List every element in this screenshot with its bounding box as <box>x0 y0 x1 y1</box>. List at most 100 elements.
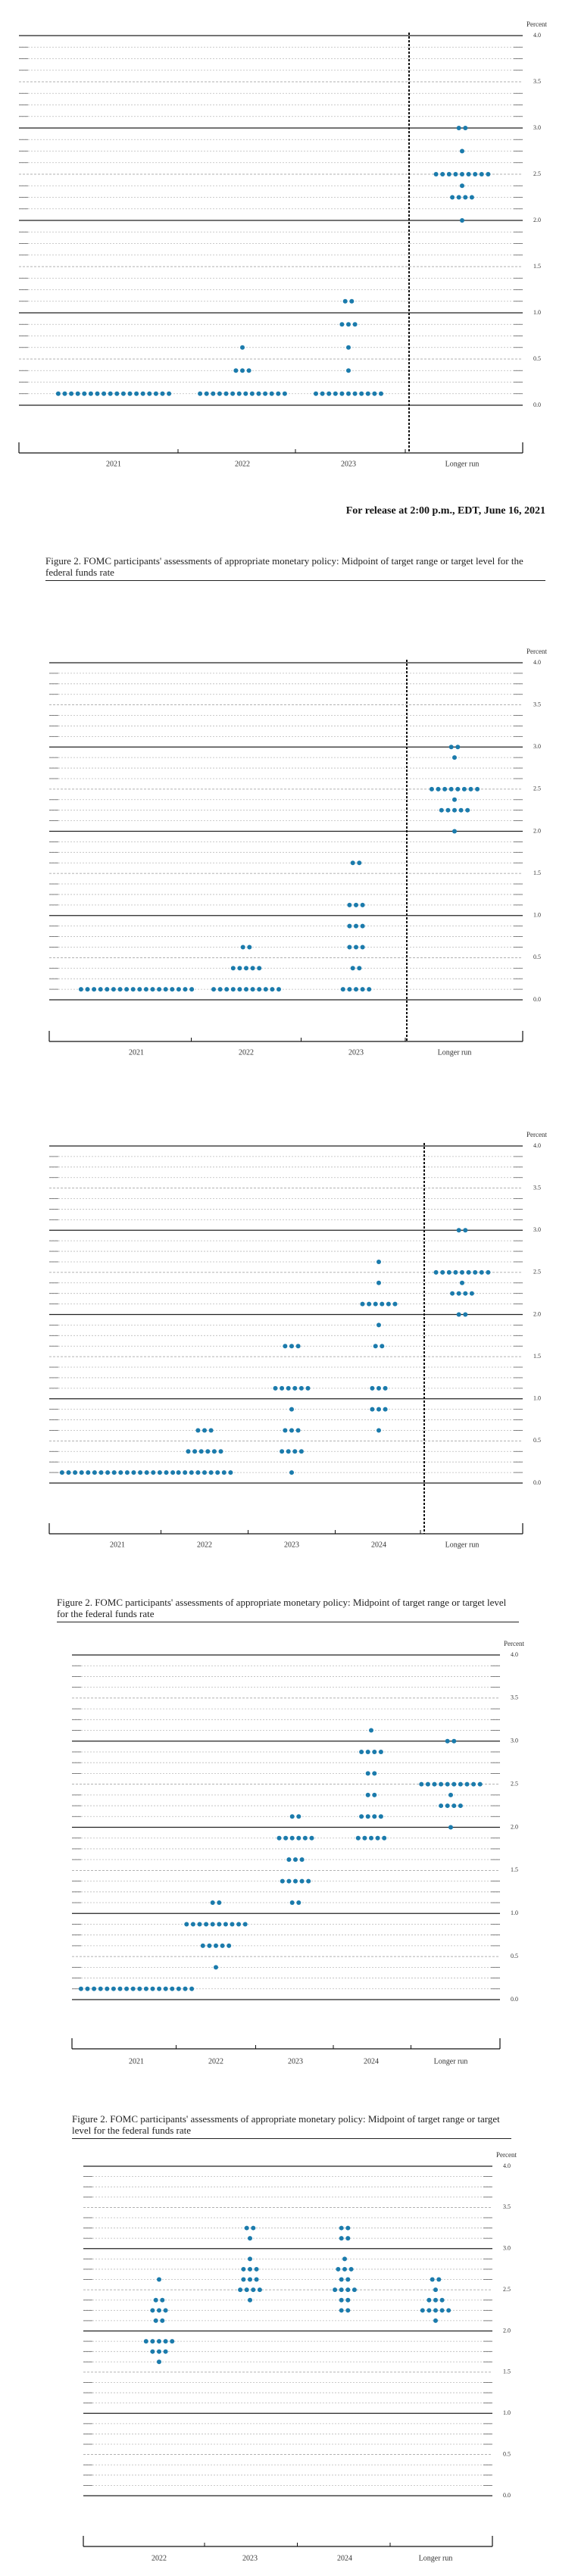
participant-dot <box>242 1922 248 1927</box>
participant-dot <box>153 391 158 396</box>
participant-dot <box>200 1943 205 1948</box>
x-tick-label: Longer run <box>434 2057 468 2065</box>
participant-dot <box>463 1291 468 1296</box>
x-tick-label: 2021 <box>110 1541 125 1549</box>
participant-dot <box>352 322 358 327</box>
participant-dot <box>475 786 480 792</box>
participant-dot <box>170 1470 176 1475</box>
participant-dot <box>466 1269 471 1275</box>
participant-dot <box>378 1749 383 1754</box>
participant-dot <box>228 1470 233 1475</box>
participant-dot <box>280 1878 285 1884</box>
y-tick-label: 1.0 <box>503 2409 511 2416</box>
participant-dot <box>345 2277 351 2282</box>
participant-dot <box>380 1301 385 1307</box>
participant-dot <box>150 987 155 992</box>
figure-title: Figure 2. FOMC participants' assessments… <box>45 555 545 581</box>
participant-dot <box>230 1922 235 1927</box>
participant-dot <box>289 1344 294 1349</box>
participant-dot <box>375 1835 380 1841</box>
participant-dot <box>223 1922 228 1927</box>
participant-dot <box>346 368 351 373</box>
participant-dot <box>217 391 222 396</box>
participant-dot <box>160 391 165 396</box>
participant-dot <box>440 172 445 176</box>
x-tick-label: Longer run <box>445 1541 480 1549</box>
participant-dot <box>246 368 252 373</box>
participant-dot <box>456 1228 461 1233</box>
participant-dot <box>439 807 444 813</box>
participant-dot <box>439 1781 444 1787</box>
participant-dot <box>241 2277 246 2282</box>
participant-dot <box>189 1986 195 1991</box>
x-tick-label: 2021 <box>129 1048 144 1057</box>
participant-dot <box>204 391 209 396</box>
y-tick-label: 2.0 <box>533 217 541 223</box>
participant-dot <box>254 2266 259 2272</box>
y-axis-label: Percent <box>504 1640 524 1647</box>
participant-dot <box>163 987 168 992</box>
participant-dot <box>157 2349 161 2354</box>
participant-dot <box>157 2277 161 2282</box>
participant-dot <box>359 1749 364 1754</box>
participant-dot <box>207 1943 212 1948</box>
y-tick-label: 0.5 <box>533 1437 541 1444</box>
x-tick-label: 2022 <box>235 460 250 468</box>
participant-dot <box>160 2318 165 2323</box>
y-tick-label: 1.5 <box>533 870 541 876</box>
y-tick-label: 3.5 <box>533 701 541 707</box>
participant-dot <box>446 2308 451 2313</box>
participant-dot <box>426 2308 432 2313</box>
participant-dot <box>195 1470 201 1475</box>
participant-dot <box>346 322 351 327</box>
participant-dot <box>433 2308 438 2313</box>
participant-dot <box>296 1835 301 1841</box>
y-tick-label: 2.0 <box>533 1310 541 1317</box>
y-tick-label: 0.0 <box>533 996 541 1003</box>
participant-dot <box>420 2308 425 2313</box>
y-tick-label: 2.0 <box>511 1823 518 1830</box>
participant-dot <box>208 1428 214 1433</box>
participant-dot <box>269 391 274 396</box>
y-tick-label: 2.5 <box>533 1269 541 1276</box>
participant-dot <box>299 1857 305 1863</box>
participant-dot <box>339 2225 344 2231</box>
participant-dot <box>140 391 145 396</box>
participant-dot <box>370 1407 375 1412</box>
x-tick-label: 2023 <box>341 460 356 468</box>
participant-dot <box>306 1878 311 1884</box>
participant-dot <box>468 786 473 792</box>
participant-dot <box>111 987 116 992</box>
participant-dot <box>433 2318 438 2323</box>
participant-dot <box>157 1470 162 1475</box>
participant-dot <box>214 1965 218 1970</box>
participant-dot <box>270 987 275 992</box>
x-tick-label: 2023 <box>242 2554 258 2562</box>
participant-dot <box>85 987 90 992</box>
participant-dot <box>164 1470 169 1475</box>
participant-dot <box>365 1749 370 1754</box>
participant-dot <box>247 945 252 950</box>
participant-dot <box>339 391 345 396</box>
participant-dot <box>230 391 236 396</box>
x-tick-label: 2022 <box>152 2554 167 2562</box>
participant-dot <box>289 1900 295 1906</box>
participant-dot <box>360 987 365 992</box>
participant-dot <box>198 391 203 396</box>
participant-dot <box>62 391 67 396</box>
participant-dot <box>183 1986 188 1991</box>
participant-dot <box>354 987 358 992</box>
participant-dot <box>452 797 457 802</box>
participant-dot <box>286 1878 292 1884</box>
y-tick-label: 3.0 <box>533 1226 541 1233</box>
participant-dot <box>456 126 461 130</box>
participant-dot <box>380 1344 385 1349</box>
participant-dot <box>347 902 352 907</box>
participant-dot <box>463 1228 468 1233</box>
participant-dot <box>350 966 355 971</box>
participant-dot <box>98 987 103 992</box>
participant-dot <box>448 745 454 750</box>
participant-dot <box>215 1470 220 1475</box>
participant-dot <box>189 987 195 992</box>
participant-dot <box>445 1803 450 1809</box>
